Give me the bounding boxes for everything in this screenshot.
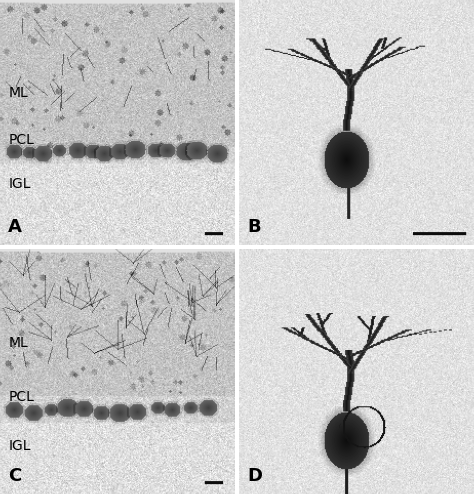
Text: C: C (8, 467, 21, 485)
Text: ML: ML (8, 86, 28, 100)
Text: IGL: IGL (8, 177, 31, 191)
Text: PCL: PCL (8, 390, 34, 404)
Text: PCL: PCL (8, 133, 34, 147)
Text: ML: ML (8, 336, 28, 350)
Text: IGL: IGL (8, 439, 31, 453)
Text: B: B (247, 218, 261, 236)
Text: A: A (8, 218, 22, 236)
Text: D: D (247, 467, 263, 485)
